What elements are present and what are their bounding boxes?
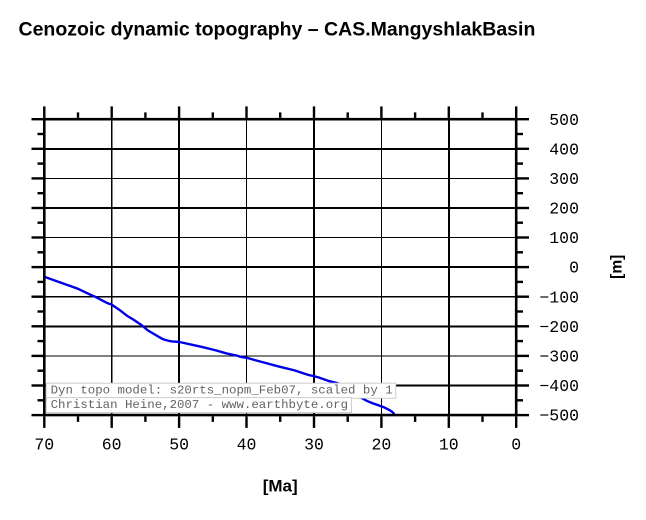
svg-text:0: 0 [569, 259, 579, 278]
svg-text:Dyn topo model: s20rts_nopm_Fe: Dyn topo model: s20rts_nopm_Feb07, scale… [51, 383, 393, 397]
svg-text:50: 50 [169, 435, 189, 454]
svg-text:10: 10 [439, 435, 459, 454]
svg-text:200: 200 [549, 200, 579, 219]
svg-text:60: 60 [102, 435, 122, 454]
svg-text:−400: −400 [539, 377, 579, 396]
svg-text:Christian Heine,2007 - www.ear: Christian Heine,2007 - www.earthbyte.org [51, 398, 348, 412]
svg-text:−500: −500 [539, 407, 579, 426]
svg-text:−100: −100 [539, 288, 579, 307]
svg-text:20: 20 [371, 435, 391, 454]
svg-text:300: 300 [549, 170, 579, 189]
svg-text:40: 40 [237, 435, 257, 454]
svg-text:0: 0 [511, 435, 521, 454]
svg-text:30: 30 [304, 435, 324, 454]
svg-text:−200: −200 [539, 318, 579, 337]
svg-text:400: 400 [549, 140, 579, 159]
svg-text:−300: −300 [539, 348, 579, 367]
svg-text:[Ma]: [Ma] [263, 477, 298, 496]
svg-text:500: 500 [549, 111, 579, 130]
svg-text:100: 100 [549, 229, 579, 248]
svg-text:Cenozoic dynamic topography –: Cenozoic dynamic topography – CAS.Mangys… [19, 18, 536, 40]
svg-text:[m]: [m] [609, 255, 626, 279]
svg-text:70: 70 [34, 435, 54, 454]
